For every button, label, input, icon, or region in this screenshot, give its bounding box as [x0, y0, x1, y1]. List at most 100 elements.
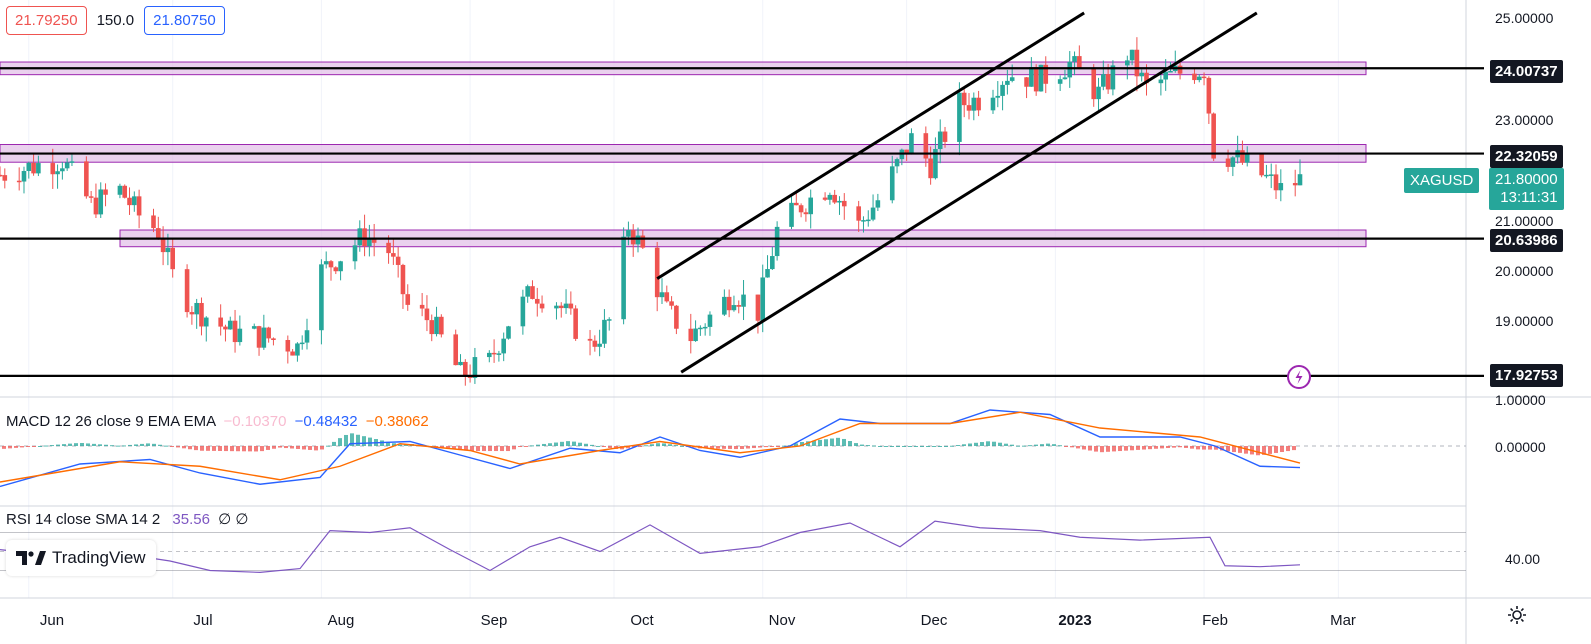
tradingview-logo[interactable]: TradingView — [6, 540, 156, 576]
candle-body[interactable] — [659, 292, 665, 298]
candle-body[interactable] — [122, 185, 128, 198]
candle-body[interactable] — [194, 302, 199, 315]
candle-body[interactable] — [367, 238, 372, 247]
candle-body[interactable] — [1096, 86, 1101, 100]
candle-body[interactable] — [856, 206, 861, 221]
candle-body[interactable] — [458, 361, 463, 366]
candle-body[interactable] — [664, 292, 670, 302]
candle-body[interactable] — [1134, 49, 1140, 77]
candle-body[interactable] — [160, 237, 166, 253]
candle-body[interactable] — [1201, 76, 1207, 79]
candle-body[interactable] — [151, 215, 156, 229]
candle-body[interactable] — [990, 97, 996, 111]
candle-body[interactable] — [1139, 72, 1144, 77]
candle-body[interactable] — [961, 92, 967, 106]
candle-body[interactable] — [520, 296, 526, 327]
candle-body[interactable] — [170, 247, 175, 270]
candle-body[interactable] — [794, 202, 799, 206]
candle-body[interactable] — [1144, 72, 1149, 84]
candle-body[interactable] — [203, 317, 209, 327]
candle-body[interactable] — [429, 320, 435, 335]
candle-body[interactable] — [386, 242, 391, 254]
candle-body[interactable] — [1196, 76, 1202, 81]
candle-body[interactable] — [808, 197, 814, 215]
candle-body[interactable] — [755, 294, 761, 321]
candle-body[interactable] — [774, 226, 780, 257]
candle-body[interactable] — [1273, 174, 1279, 191]
candle-body[interactable] — [463, 361, 468, 376]
candle-body[interactable] — [472, 357, 478, 378]
candle-body[interactable] — [573, 308, 578, 339]
candle-body[interactable] — [16, 180, 22, 183]
candle-body[interactable] — [602, 319, 607, 344]
candle-body[interactable] — [736, 305, 742, 307]
candle-body[interactable] — [554, 305, 559, 309]
candle-body[interactable] — [31, 162, 36, 174]
candle-body[interactable] — [227, 320, 233, 330]
candle-body[interactable] — [995, 95, 1001, 98]
candle-body[interactable] — [323, 261, 329, 265]
candle-body[interactable] — [1268, 174, 1274, 176]
candle-body[interactable] — [1192, 73, 1197, 81]
candle-body[interactable] — [606, 319, 612, 321]
candle-body[interactable] — [539, 303, 545, 309]
candle-body[interactable] — [156, 228, 161, 238]
candle-body[interactable] — [64, 162, 70, 169]
candle-body[interactable] — [299, 342, 305, 345]
candle-body[interactable] — [491, 352, 497, 355]
candle-body[interactable] — [132, 196, 137, 206]
candle-body[interactable] — [60, 168, 65, 172]
candle-body[interactable] — [434, 316, 439, 335]
candle-body[interactable] — [698, 327, 703, 330]
settings-gear-icon[interactable] — [1506, 604, 1528, 626]
candle-body[interactable] — [1168, 70, 1173, 73]
candle-body[interactable] — [957, 92, 962, 142]
candle-body[interactable] — [261, 327, 267, 348]
candle-body[interactable] — [352, 245, 358, 262]
candle-body[interactable] — [693, 328, 698, 342]
candle-body[interactable] — [223, 326, 228, 330]
candle-body[interactable] — [837, 200, 842, 203]
candle-body[interactable] — [832, 194, 837, 203]
candle-body[interactable] — [1005, 80, 1010, 85]
candle-body[interactable] — [861, 220, 866, 222]
candle-body[interactable] — [894, 159, 900, 167]
rsi-legend[interactable]: RSI 14 close SMA 14 2 35.56 ∅ ∅ — [6, 510, 248, 528]
candle-body[interactable] — [865, 219, 871, 222]
candle-body[interactable] — [338, 261, 343, 272]
candle-body[interactable] — [587, 338, 593, 341]
candle-body[interactable] — [597, 343, 602, 347]
candle-body[interactable] — [419, 304, 425, 309]
candle-body[interactable] — [798, 205, 804, 213]
candle-body[interactable] — [909, 133, 914, 155]
lightning-icon[interactable] — [1286, 364, 1312, 390]
candle-body[interactable] — [88, 196, 94, 198]
candle-body[interactable] — [319, 264, 324, 331]
candle-body[interactable] — [424, 308, 430, 321]
candle-body[interactable] — [237, 328, 243, 343]
candle-body[interactable] — [1211, 113, 1216, 159]
candle-body[interactable] — [1264, 174, 1269, 177]
candle-body[interactable] — [669, 301, 674, 306]
candle-body[interactable] — [635, 235, 641, 245]
candle-body[interactable] — [93, 197, 99, 215]
candle-body[interactable] — [98, 189, 104, 215]
channel-lower-line[interactable] — [680, 11, 1258, 374]
bid-price-button[interactable]: 21.79250 — [6, 5, 87, 35]
candle-body[interactable] — [486, 352, 492, 358]
candle-body[interactable] — [184, 269, 190, 313]
candle-body[interactable] — [439, 316, 444, 335]
candle-body[interactable] — [2, 175, 8, 181]
candle-body[interactable] — [1029, 67, 1034, 87]
candle-body[interactable] — [1072, 56, 1077, 62]
candle-body[interactable] — [1259, 154, 1264, 176]
candle-body[interactable] — [942, 131, 948, 142]
candle-body[interactable] — [1297, 174, 1303, 186]
candle-body[interactable] — [722, 296, 727, 315]
candle-body[interactable] — [1158, 79, 1164, 84]
candle-body[interactable] — [789, 202, 794, 227]
candle-body[interactable] — [333, 267, 339, 272]
candle-body[interactable] — [558, 305, 564, 309]
candle-body[interactable] — [870, 207, 876, 220]
candle-body[interactable] — [1177, 65, 1183, 74]
